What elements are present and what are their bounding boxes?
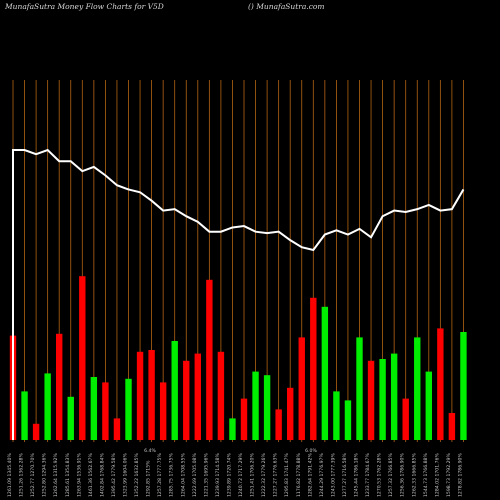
money-flow-bar [402, 398, 409, 440]
x-tick-label: 1284.02 1701.76% [434, 453, 440, 497]
money-flow-bar [460, 332, 467, 440]
money-flow-bar [240, 398, 248, 440]
money-flow-bar [113, 418, 121, 440]
money-flow-bar [298, 337, 305, 440]
money-flow-bar [206, 279, 213, 440]
x-tick-label: 1257.28 1777.75% [157, 453, 163, 497]
x-tick-label: 1221.35 1695.96% [203, 453, 209, 497]
money-flow-bar [252, 371, 259, 440]
money-flow-bar [56, 333, 63, 440]
money-flow-bar [310, 297, 317, 440]
money-flow-bar [67, 396, 74, 440]
money-flow-bar [194, 353, 201, 440]
money-flow-bar [102, 382, 109, 440]
money-flow-bar [136, 351, 144, 440]
x-tick-label: 1251.41 1706.20% [250, 453, 256, 497]
x-tick-label: 1243.00 1777.39% [330, 453, 336, 497]
x-tick-label: 1257.32 1766.85% [388, 453, 394, 497]
x-tick-label: 1240.72 1717.29% [238, 453, 244, 497]
annotation-label: 6.4% [144, 448, 156, 454]
money-flow-bar [159, 382, 167, 440]
money-flow-bar [171, 341, 178, 440]
x-tick-label: 1222.32 1779.26% [261, 453, 267, 497]
annotation-label: 6.0% [305, 448, 317, 454]
money-flow-bar [448, 413, 456, 440]
money-flow-bar [379, 359, 386, 440]
x-tick-label: 1323.99 1604.06% [123, 453, 129, 497]
x-tick-label: 1252.77 1270.70% [30, 453, 36, 497]
x-tick-label: 1227.27 1776.63% [273, 453, 279, 497]
x-tick-label: 1261.09 1345.40% [7, 453, 13, 497]
x-tick-label: 1295.83 1741.47% [284, 453, 290, 497]
x-tick-label: 1285.61 1354.83% [65, 453, 71, 497]
x-tick-label: 1282.64 1791.42% [307, 453, 313, 497]
x-tick-label: 1239.93 1714.58% [215, 453, 221, 497]
x-tick-label: 1395.42 1779.58% [111, 453, 117, 497]
x-tick-label: 1233.77 1784.67% [365, 453, 371, 497]
price-line [12, 148, 465, 440]
x-tick-label: 1278.82 1786.90% [457, 453, 463, 497]
money-flow-bar [217, 351, 225, 440]
money-flow-bar [90, 377, 98, 440]
x-tick-label: 1264.04 1708.55% [180, 453, 186, 497]
x-tick-label: 1256.36 1786.90% [400, 453, 406, 497]
x-tick-label: 1598.73 1792.29% [446, 453, 452, 497]
money-flow-bar [390, 353, 398, 440]
money-flow-bar [437, 328, 444, 440]
x-tick-label: 1262.64 1315.92% [53, 453, 59, 497]
money-flow-bar [125, 378, 132, 440]
money-flow-bar [44, 373, 51, 440]
x-tick-label: 1244.29 1776.97% [319, 453, 325, 497]
x-tick-label: 1252.80 1294.36% [42, 453, 48, 497]
money-flow-bar [425, 371, 432, 440]
price-line-layer [12, 148, 465, 440]
money-flow-bar [21, 391, 28, 440]
x-tick-label: 1251.26 1362.28% [19, 453, 25, 497]
money-flow-bar [183, 360, 190, 440]
money-flow-bar [32, 423, 40, 440]
x-tick-label: 1222.69 1705.08% [192, 453, 198, 497]
x-tick-label: 1544.73 1766.88% [423, 453, 429, 497]
money-flow-bar [148, 350, 155, 440]
chart-title: MunafaSutra Money Flow Charts for V5D [5, 2, 164, 11]
money-flow-bar [79, 276, 86, 440]
money-flow-bar [287, 387, 294, 440]
money-flow-bar [414, 337, 421, 440]
money-flow-bar [321, 306, 329, 440]
x-tick-label: 1270.53 1762.28% [377, 453, 383, 497]
money-flow-bar [356, 337, 363, 440]
x-tick-label: 1352.22 1632.85% [134, 453, 140, 497]
x-tick-label: 1245.44 1786.18% [354, 453, 360, 497]
x-tick-label: 1176.82 1778.88% [296, 453, 302, 497]
x-tick-label: 1277.27 1716.58% [342, 453, 348, 497]
x-tick-label: 1285.75 1736.75% [169, 453, 175, 497]
x-tick-label: 1262.33 1666.85% [411, 453, 417, 497]
site-name: () MunafaSutra.com [248, 2, 325, 11]
x-axis-labels: 1261.09 1345.40% 1251.26 1362.28% 1252.77 … [7, 448, 463, 497]
x-tick-label: 1292.85 1715% [146, 460, 152, 497]
money-flow-bar [275, 409, 282, 440]
x-tick-label: 1461.36 1562.67% [88, 453, 94, 497]
x-tick-label: 1402.84 1768.84% [99, 453, 105, 497]
money-flow-bar [263, 375, 271, 440]
money-flow-bars [9, 276, 467, 440]
x-tick-label: 1263.94 1536.91% [76, 453, 82, 497]
x-tick-label: 1239.89 1720.74% [226, 453, 232, 497]
money-flow-bar [344, 400, 352, 440]
money-flow-bar [333, 391, 340, 440]
money-flow-bar [367, 360, 375, 440]
money-flow-bar [229, 418, 236, 440]
